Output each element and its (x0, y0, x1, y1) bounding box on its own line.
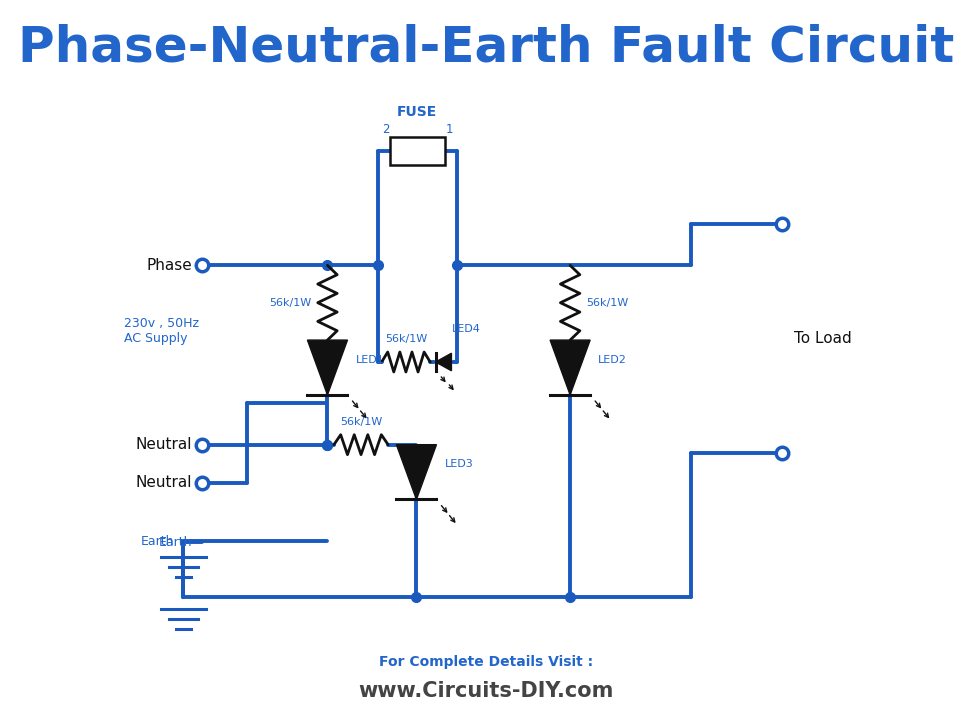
Text: LED2: LED2 (598, 354, 627, 364)
Text: Earth: Earth (140, 535, 174, 548)
Text: To Load: To Load (794, 330, 851, 346)
Text: 56k/1W: 56k/1W (269, 298, 311, 307)
Text: FUSE: FUSE (398, 105, 437, 119)
Text: 1: 1 (445, 123, 453, 136)
Text: 230v , 50Hz
AC Supply: 230v , 50Hz AC Supply (123, 318, 198, 345)
Polygon shape (550, 340, 590, 395)
Text: LED1: LED1 (356, 354, 384, 364)
Text: For Complete Details Visit :: For Complete Details Visit : (379, 654, 593, 669)
Text: LED3: LED3 (444, 459, 473, 469)
Text: 56k/1W: 56k/1W (586, 298, 629, 307)
Bar (390, 137, 445, 165)
Text: www.Circuits-DIY.com: www.Circuits-DIY.com (359, 680, 613, 701)
Text: 56k/1W: 56k/1W (385, 334, 427, 344)
Polygon shape (435, 354, 451, 371)
Polygon shape (397, 445, 436, 500)
Text: LED4: LED4 (452, 324, 480, 334)
Text: Phase: Phase (147, 258, 192, 273)
Text: Earth: Earth (158, 536, 192, 549)
Text: Neutral: Neutral (136, 475, 192, 490)
Text: Phase-Neutral-Earth Fault Circuit: Phase-Neutral-Earth Fault Circuit (17, 23, 955, 71)
Polygon shape (307, 340, 347, 395)
Text: 56k/1W: 56k/1W (340, 417, 382, 427)
Text: Neutral: Neutral (136, 437, 192, 452)
Text: 2: 2 (382, 123, 389, 136)
